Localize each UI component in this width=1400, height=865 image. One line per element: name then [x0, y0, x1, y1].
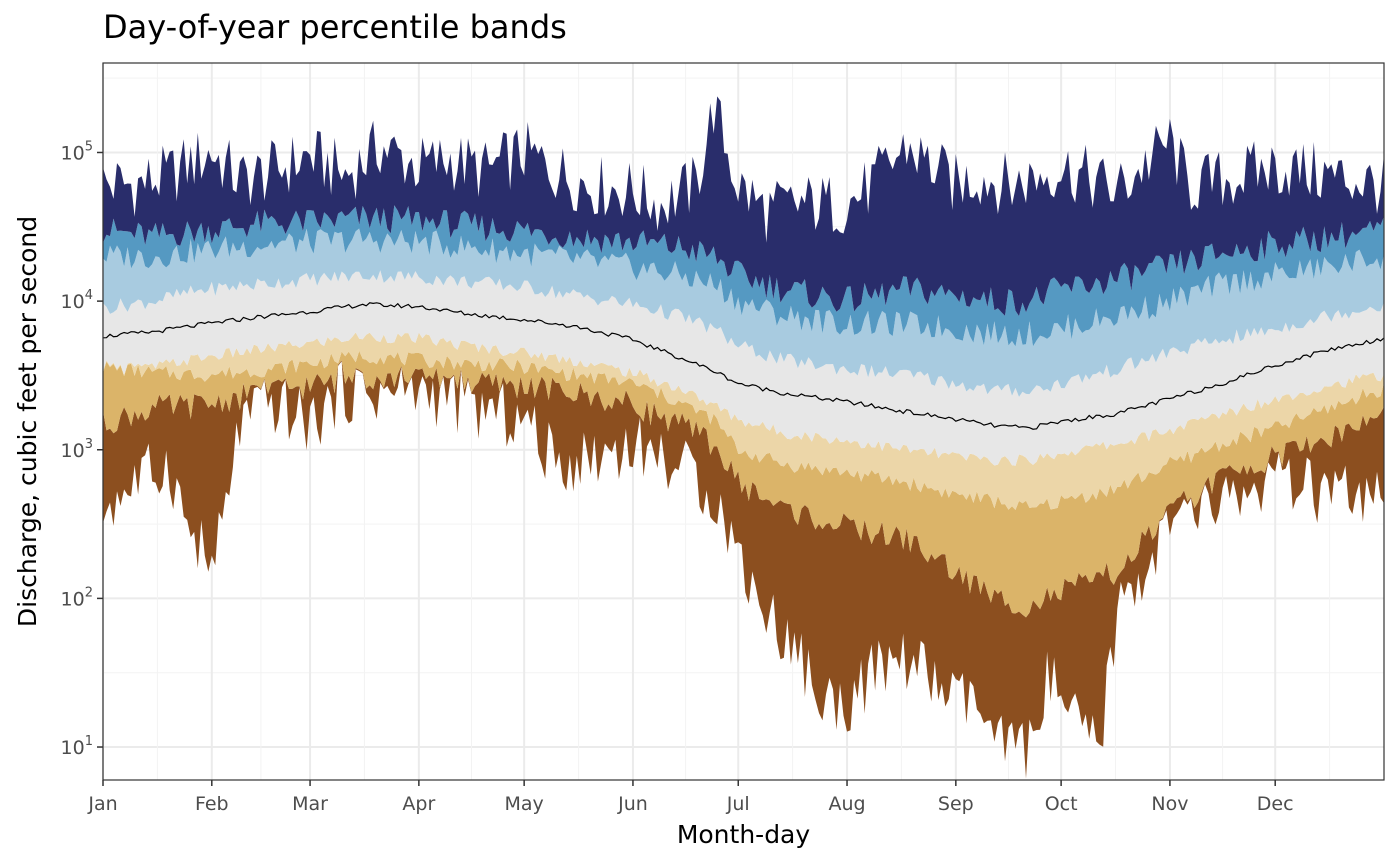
y-tick-base: 10 [61, 440, 85, 462]
band-min-p05 [103, 360, 1384, 779]
band-p95-max [103, 96, 1384, 317]
y-tick-base: 10 [61, 588, 85, 610]
y-tick-label: 103 [61, 437, 93, 462]
x-axis-ticks: Jan Feb Mar Apr May Jun Jul Aug Sep Oct Nov Dec [87, 780, 1294, 815]
x-tick-label: Feb [195, 793, 229, 815]
band-p05-p10 [103, 351, 1384, 618]
median-series-line [102, 302, 1385, 430]
y-tick-exponent: 2 [85, 585, 93, 600]
plot-panel-border [102, 62, 1385, 781]
y-tick-exponent: 4 [85, 288, 93, 303]
y-tick-label: 104 [61, 288, 93, 313]
percentile-bands [103, 96, 1384, 779]
y-tick-label: 105 [61, 139, 93, 164]
y-axis-title: Discharge, cubic feet per second [13, 216, 42, 627]
y-tick-base: 10 [61, 737, 85, 759]
x-tick-label: Jun [617, 793, 648, 815]
x-tick-label: Jul [726, 793, 750, 815]
band-p25-p75 [103, 270, 1384, 466]
y-tick-base: 10 [61, 142, 85, 164]
x-tick-label: Aug [828, 793, 865, 815]
y-tick-label: 102 [61, 585, 93, 610]
x-tick-label: Nov [1151, 793, 1188, 815]
x-tick-label: Dec [1257, 793, 1294, 815]
band-p75-p90 [103, 228, 1384, 397]
x-tick-label: Mar [292, 793, 328, 815]
x-tick-label: Sep [938, 793, 974, 815]
y-tick-exponent: 1 [85, 734, 93, 749]
x-tick-label: Jan [87, 793, 117, 815]
x-axis-title: Month-day [677, 820, 811, 849]
y-tick-exponent: 5 [85, 139, 93, 154]
y-tick-base: 10 [61, 291, 85, 313]
y-tick-exponent: 3 [85, 437, 93, 452]
median-line [102, 302, 1385, 430]
chart-title: Day-of-year percentile bands [103, 8, 567, 46]
x-tick-label: May [505, 793, 544, 815]
y-tick-label: 101 [61, 734, 93, 759]
x-tick-label: Apr [402, 793, 435, 815]
x-tick-label: Oct [1045, 793, 1078, 815]
band-p90-p95 [103, 205, 1384, 347]
band-p10-p25 [103, 332, 1384, 510]
